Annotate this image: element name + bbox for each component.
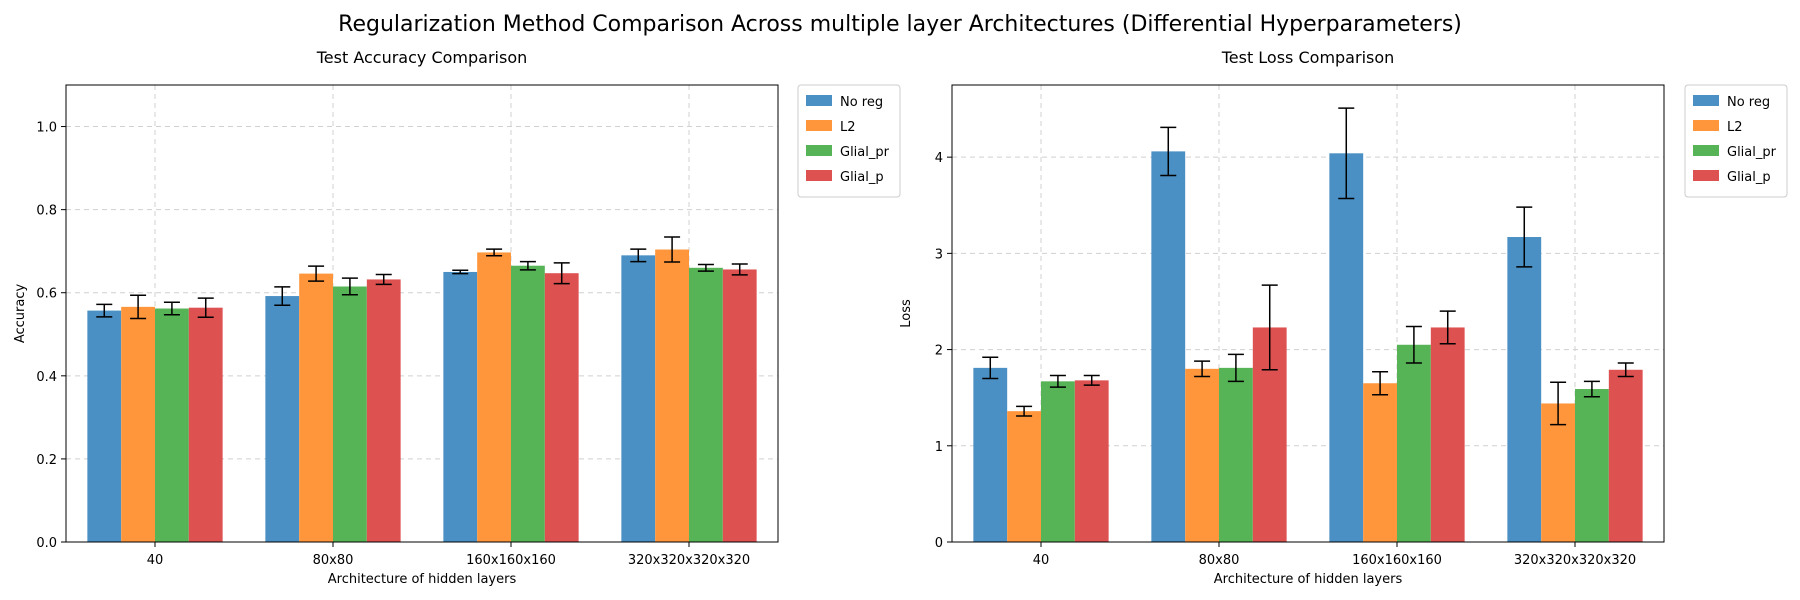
legend-label: Glial_pr (840, 145, 890, 160)
y-tick-label: 1.0 (36, 121, 57, 136)
bar-glial-p-2 (1430, 327, 1465, 542)
bar-glial-pr-0 (155, 308, 189, 542)
bar-glial-p-0 (188, 307, 223, 542)
legend-label: Glial_p (1727, 170, 1771, 185)
y-tick-label: 0.6 (36, 287, 57, 302)
x-tick-label: 320x320x320x320 (628, 553, 750, 568)
bar-glial-p-3 (722, 269, 757, 542)
chart-0: Test Accuracy Comparison 0.0 0.2 0.4 0.6 0.8 1… (13, 48, 901, 587)
x-tick-label: 80x80 (1199, 553, 1240, 568)
x-tick-label: 160x160x160 (1352, 553, 1442, 568)
bar-no-reg-1 (1151, 151, 1186, 543)
legend: No reg L2 Glial_pr Glial_p (1684, 84, 1788, 198)
y-tick-label: 4 (935, 151, 943, 166)
bar-glial-pr-2 (511, 265, 545, 542)
bar-l2-1 (1185, 368, 1219, 542)
bar-glial-pr-3 (689, 267, 723, 542)
chart-title: Test Loss Comparison (1221, 48, 1395, 67)
legend-label: L2 (1727, 120, 1743, 135)
y-tick-label: 0.8 (36, 204, 57, 219)
bar-no-reg-1 (265, 296, 300, 542)
x-tick-label: 80x80 (313, 553, 354, 568)
bar-no-reg-3 (1507, 237, 1542, 542)
legend-label: No reg (1727, 95, 1770, 110)
legend-box (797, 84, 901, 198)
legend-swatch (806, 95, 832, 106)
bar-no-reg-0 (973, 367, 1008, 542)
x-axis-label: Architecture of hidden layers (328, 572, 517, 587)
bar-glial-pr-3 (1575, 389, 1609, 542)
bar-no-reg-2 (1329, 153, 1364, 542)
legend-swatch (1693, 120, 1719, 131)
legend-swatch (806, 145, 832, 156)
legend-label: L2 (840, 120, 856, 135)
y-tick-label: 2 (935, 344, 943, 359)
y-tick-label: 0.0 (36, 536, 57, 551)
x-tick-label: 320x320x320x320 (1514, 553, 1636, 568)
bar-glial-pr-1 (333, 286, 367, 542)
y-tick-label: 1 (935, 440, 943, 455)
bar-l2-1 (299, 273, 333, 542)
bar-l2-0 (121, 306, 155, 542)
y-tick-label: 0.2 (36, 453, 57, 468)
legend-box (1684, 84, 1788, 198)
plot-frame (951, 84, 1665, 543)
bar-glial-p-0 (1074, 380, 1109, 542)
bar-glial-pr-0 (1041, 381, 1075, 542)
bar-glial-p-3 (1608, 369, 1643, 542)
legend-swatch (1693, 145, 1719, 156)
x-tick-label: 40 (1033, 553, 1050, 568)
x-tick-label: 160x160x160 (466, 553, 556, 568)
y-tick-label: 0.4 (36, 370, 57, 385)
legend: No reg L2 Glial_pr Glial_p (797, 84, 901, 198)
legend-swatch (806, 170, 832, 181)
bar-glial-pr-1 (1219, 367, 1253, 542)
legend-swatch (1693, 95, 1719, 106)
y-axis-label: Accuracy (13, 284, 28, 344)
legend-label: Glial_pr (1727, 145, 1777, 160)
y-axis-label: Loss (899, 299, 914, 328)
bar-no-reg-2 (443, 271, 478, 542)
bar-l2-3 (655, 249, 689, 542)
bar-glial-p-1 (366, 279, 401, 542)
y-tick-label: 0 (935, 536, 943, 551)
legend-label: No reg (840, 95, 883, 110)
bar-glial-pr-2 (1397, 344, 1431, 542)
bar-no-reg-0 (87, 310, 122, 542)
bar-no-reg-3 (621, 255, 656, 542)
figure-suptitle: Regularization Method Comparison Across … (338, 12, 1462, 37)
legend-swatch (1693, 170, 1719, 181)
legend-label: Glial_p (840, 170, 884, 185)
x-axis-label: Architecture of hidden layers (1214, 572, 1403, 587)
bar-l2-2 (1363, 383, 1397, 542)
legend-swatch (806, 120, 832, 131)
bar-l2-3 (1541, 403, 1575, 542)
plot-frame (65, 84, 779, 543)
x-tick-label: 40 (147, 553, 164, 568)
chart-title: Test Accuracy Comparison (316, 48, 528, 67)
bar-glial-p-2 (544, 273, 579, 542)
bar-l2-2 (477, 252, 511, 543)
bar-l2-0 (1007, 411, 1041, 542)
y-tick-label: 3 (935, 247, 943, 262)
chart-1: Test Loss Comparison 0 1 2 3 4 40 80x80 160x160x… (899, 48, 1788, 587)
